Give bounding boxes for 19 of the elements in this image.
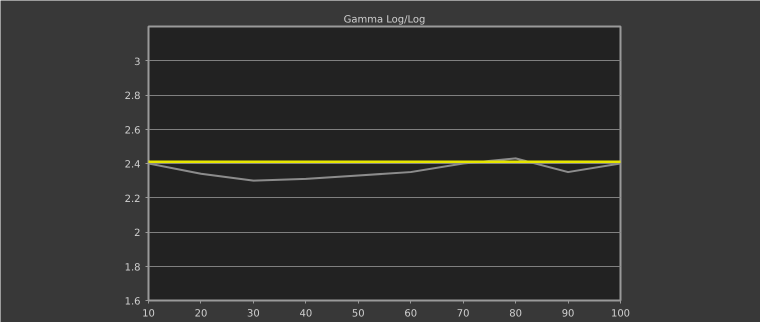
x-tick-label: 60 [404, 308, 418, 320]
x-tick-label: 20 [194, 308, 208, 320]
x-tick-label: 30 [247, 308, 260, 320]
x-tick-label: 70 [456, 308, 470, 320]
y-tick-label: 2 [134, 228, 141, 239]
y-tick-label: 1.6 [124, 296, 141, 308]
y-tick-label: 1.8 [124, 262, 141, 274]
x-tick-label: 40 [299, 308, 312, 320]
y-tick-label: 2.6 [124, 125, 141, 136]
chart-title: Gamma Log/Log [344, 14, 426, 26]
x-tick-label: 80 [509, 308, 522, 320]
y-tick-label: 2.4 [124, 160, 141, 170]
y-tick-label: 2.8 [124, 91, 141, 102]
x-tick-label: 10 [142, 308, 155, 320]
x-tick-label: 100 [610, 308, 630, 320]
x-tick-label: 90 [562, 308, 574, 320]
x-tick-label: 50 [352, 308, 365, 320]
y-tick-label: 3 [134, 56, 141, 68]
y-tick-label: 2.2 [124, 194, 141, 205]
